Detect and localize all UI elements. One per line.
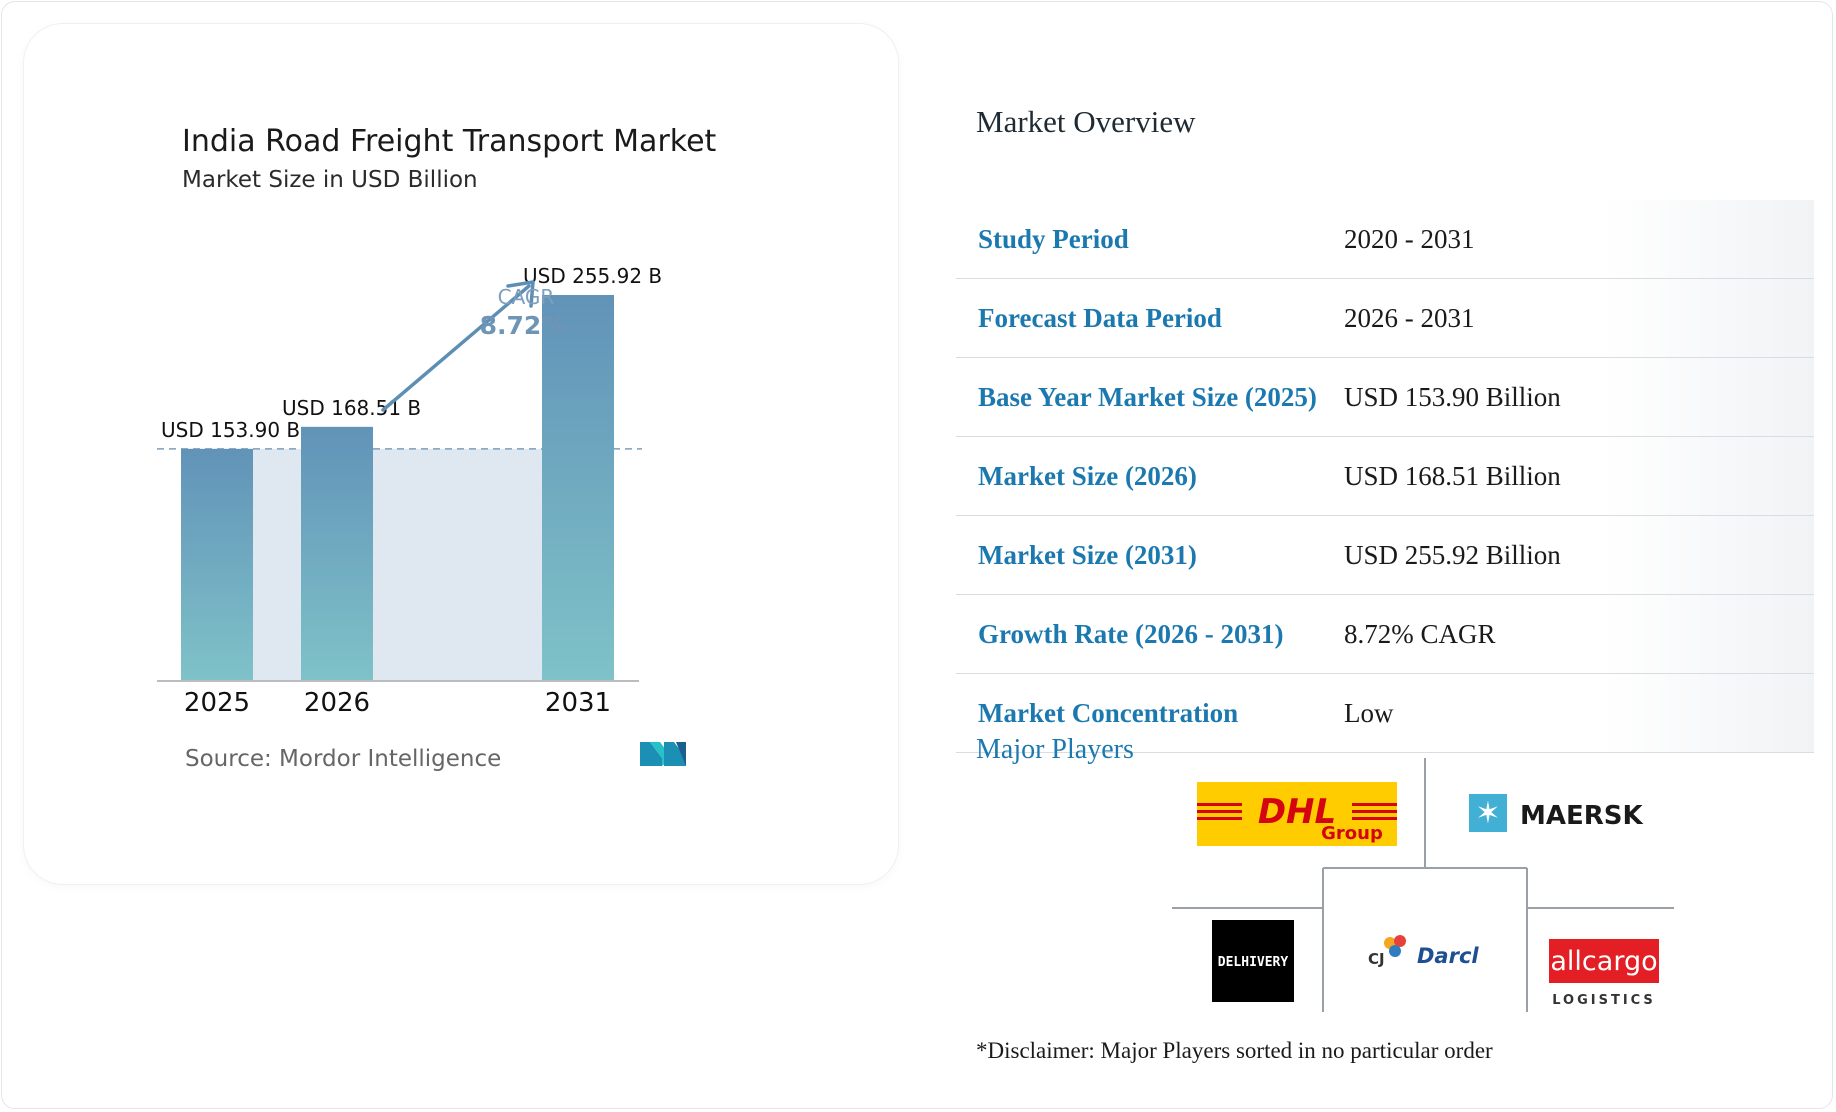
players-disclaimer: *Disclaimer: Major Players sorted in no … — [976, 1038, 1493, 1063]
bar-2025 — [181, 448, 253, 681]
overview-row-label: Growth Rate (2026 - 2031) — [956, 594, 1344, 674]
svg-text:✶: ✶ — [1475, 796, 1500, 831]
svg-text:Darcl: Darcl — [1417, 944, 1479, 968]
players-grid: DHL Group ✶ MAERSK DELHIVERY CJ Darcl al… — [1172, 758, 1674, 1012]
chart-card: India Road Freight Transport Market Mark… — [23, 23, 899, 885]
overview-row-value: 2020 - 2031 — [1344, 200, 1814, 279]
overview-row: Market Size (2026) USD 168.51 Billion — [956, 436, 1814, 516]
svg-text:allcargo: allcargo — [1550, 946, 1657, 977]
overview-row: Forecast Data Period 2026 - 2031 — [956, 278, 1814, 358]
bar-2031 — [542, 295, 614, 681]
svg-text:LOGISTICS: LOGISTICS — [1552, 993, 1656, 1008]
svg-text:CJ: CJ — [1368, 950, 1385, 968]
overview-row-value: USD 168.51 Billion — [1344, 436, 1814, 516]
delhivery-logo: DELHIVERY — [1212, 920, 1294, 1002]
dhl-logo: DHL Group — [1197, 782, 1397, 846]
overview-row-value: Low — [1344, 673, 1814, 753]
overview-row-label: Market Size (2026) — [956, 436, 1344, 516]
overview-row-label: Base Year Market Size (2025) — [956, 357, 1344, 437]
x-tick-label: 2031 — [545, 688, 611, 718]
overview-row-label: Study Period — [956, 200, 1344, 279]
cagr-label: CAGR — [498, 285, 555, 309]
svg-text:DELHIVERY: DELHIVERY — [1218, 955, 1289, 970]
overview-row: Market Concentration Low — [956, 673, 1814, 753]
svg-text:DHL: DHL — [1258, 792, 1336, 832]
overview-title: Market Overview — [976, 104, 1196, 139]
overview-row-value: 8.72% CAGR — [1344, 594, 1814, 674]
overview-row: Growth Rate (2026 - 2031) 8.72% CAGR — [956, 594, 1814, 674]
allcargo-logo: allcargo LOGISTICS — [1549, 939, 1659, 1008]
overview-row-value: 2026 - 2031 — [1344, 278, 1814, 358]
svg-text:Group: Group — [1321, 823, 1383, 844]
bar-chart: India Road Freight Transport Market Mark… — [157, 124, 717, 772]
bar-value-label: USD 168.51 B — [282, 396, 421, 420]
overview-row: Study Period 2020 - 2031 — [956, 200, 1814, 279]
chart-title: India Road Freight Transport Market — [182, 124, 717, 159]
chart-subtitle: Market Size in USD Billion — [182, 167, 478, 193]
cagr-arrow — [381, 280, 535, 412]
players-title: Major Players — [976, 734, 1134, 765]
bar-value-label: USD 255.92 B — [523, 264, 662, 288]
overview-row: Base Year Market Size (2025) USD 153.90 B… — [956, 357, 1814, 437]
overview-row: Market Size (2031) USD 255.92 Billion — [956, 515, 1814, 595]
x-tick-label: 2025 — [184, 688, 250, 718]
overview-table: Study Period 2020 - 2031 Forecast Data Per… — [956, 200, 1814, 753]
bar-2026 — [301, 426, 373, 681]
maersk-logo: ✶ MAERSK — [1469, 794, 1644, 832]
x-tick-label: 2026 — [304, 688, 370, 718]
overview-row-label: Market Size (2031) — [956, 515, 1344, 595]
cj-darcl-logo: CJ Darcl — [1368, 935, 1479, 968]
bar-value-label: USD 153.90 B — [161, 418, 300, 442]
overview-row-value: USD 255.92 Billion — [1344, 515, 1814, 595]
mordor-logo — [640, 742, 686, 766]
overview-row-label: Forecast Data Period — [956, 278, 1344, 358]
source-note: Source: Mordor Intelligence — [185, 746, 501, 772]
svg-text:MAERSK: MAERSK — [1520, 801, 1644, 831]
overview-row-label: Market Concentration — [956, 673, 1344, 753]
overview-row-value: USD 153.90 Billion — [1344, 357, 1814, 437]
cagr-value: 8.72% — [480, 311, 567, 340]
